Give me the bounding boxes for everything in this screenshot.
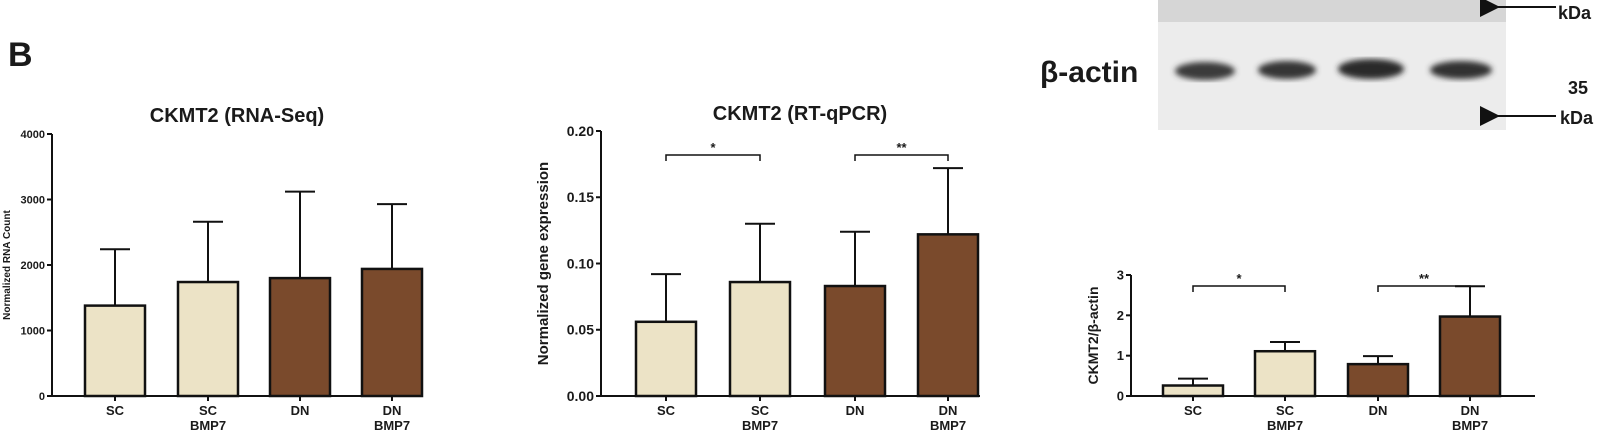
- y-tick-label: 0.20: [567, 123, 594, 139]
- y-tick-label: 0.05: [567, 322, 594, 338]
- bar: [176, 280, 240, 398]
- x-tick-label: SC: [751, 403, 770, 418]
- bottom-marker-unit: kDa: [1560, 108, 1594, 128]
- x-tick-label: DN: [1461, 403, 1480, 418]
- actin-bands: [1175, 59, 1492, 80]
- y-tick-label: 0: [1117, 389, 1124, 404]
- y-tick-label: 0.00: [567, 388, 594, 404]
- band: [1338, 59, 1404, 79]
- x-tick-label: BMP7: [742, 418, 778, 433]
- chart-title: CKMT2 (RNA-Seq): [150, 105, 324, 127]
- bar: [268, 276, 332, 398]
- x-tick-label: SC: [106, 403, 125, 418]
- y-tick-label: 2: [1117, 308, 1124, 323]
- significance-label: **: [1419, 271, 1430, 286]
- bar: [823, 284, 887, 398]
- bar: [83, 304, 147, 398]
- significance-bracket: [665, 154, 761, 161]
- top-marker-unit: kDa: [1558, 3, 1592, 23]
- bar: [360, 267, 424, 398]
- y-tick-label: 0.10: [567, 255, 594, 271]
- x-tick-label: SC: [657, 403, 676, 418]
- y-tick-label: 3000: [21, 194, 45, 206]
- bar: [1346, 362, 1410, 398]
- y-tick-label: 3: [1117, 268, 1124, 283]
- significance-bracket: [1377, 285, 1471, 292]
- x-tick-label: SC: [199, 403, 218, 418]
- y-tick-label: 4000: [21, 129, 45, 141]
- x-tick-label: BMP7: [1267, 418, 1303, 433]
- x-tick-label: DN: [291, 403, 310, 418]
- x-tick-label: SC: [1276, 403, 1295, 418]
- x-tick-label: BMP7: [374, 418, 410, 433]
- y-axis-label: Normalized RNA Count: [2, 210, 13, 320]
- x-tick-label: BMP7: [1452, 418, 1488, 433]
- x-tick-label: DN: [846, 403, 865, 418]
- x-tick-label: SC: [1184, 403, 1203, 418]
- bar: [634, 320, 698, 398]
- significance-bracket: [1192, 285, 1286, 292]
- band: [1175, 62, 1235, 80]
- chart-2: CKMT2 (RT-qPCR) Normalized gene expressio…: [535, 103, 980, 433]
- significance-bracket: [854, 154, 949, 161]
- significance-label: *: [710, 140, 716, 155]
- ckmt2-blot-strip: [1158, 0, 1506, 22]
- marker-value: 35: [1568, 78, 1588, 98]
- y-tick-label: 0: [39, 391, 45, 403]
- bar: [1253, 349, 1317, 398]
- significance-label: *: [1236, 271, 1242, 286]
- actin-label: β-actin: [1040, 56, 1138, 89]
- significance-label: **: [896, 140, 907, 155]
- y-axis-label: CKMT2/β-actin: [1085, 287, 1101, 385]
- chart-1: CKMT2 (RNA-Seq) Normalized RNA Count 0 1000…: [2, 105, 424, 433]
- bar: [728, 280, 792, 398]
- bar: [916, 233, 980, 398]
- x-tick-label: DN: [939, 403, 958, 418]
- y-tick-label: 0.15: [567, 189, 594, 205]
- y-axis-label: Normalized gene expression: [535, 162, 552, 365]
- y-tick-label: 2000: [21, 260, 45, 272]
- western-blot: β-actin kDa 35 kDa: [1040, 0, 1594, 130]
- band: [1430, 61, 1492, 79]
- panel-label: B: [8, 36, 33, 74]
- x-tick-label: BMP7: [930, 418, 966, 433]
- y-tick-label: 1000: [21, 325, 45, 337]
- bar: [1161, 384, 1225, 398]
- y-tick-label: 1: [1117, 348, 1124, 363]
- x-tick-label: DN: [383, 403, 402, 418]
- bar: [1438, 315, 1502, 398]
- x-tick-label: BMP7: [190, 418, 226, 433]
- band: [1258, 61, 1316, 79]
- chart-title: CKMT2 (RT-qPCR): [713, 103, 887, 125]
- x-tick-label: DN: [1369, 403, 1388, 418]
